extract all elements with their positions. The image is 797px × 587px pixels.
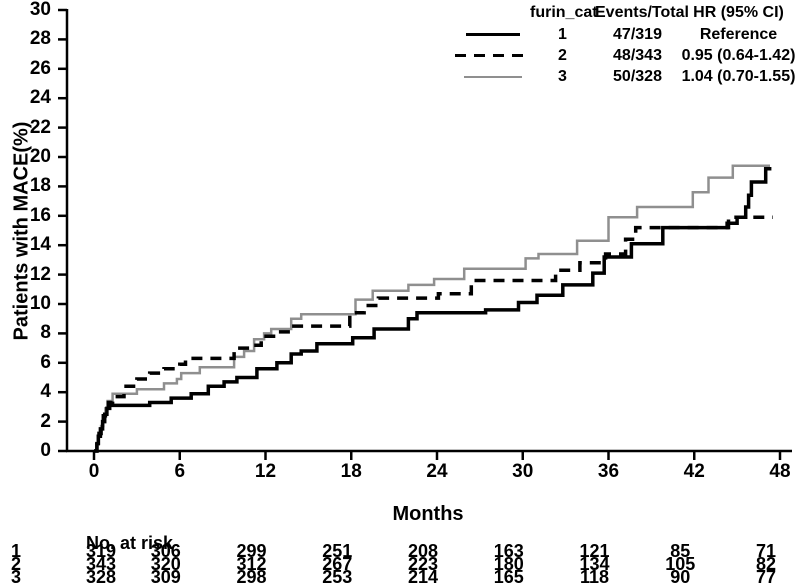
risk-count-value: 320 [150, 554, 181, 575]
risk-count-value: 165 [493, 567, 524, 587]
km-curve-furin_cat-2 [94, 215, 773, 453]
y-tick-label: 2 [40, 410, 51, 432]
risk-count-value: 328 [85, 567, 117, 587]
risk-count-value: 251 [322, 541, 353, 561]
risk-count-value: 299 [236, 541, 267, 561]
y-tick-label: 18 [29, 175, 51, 197]
risk-count-value: 312 [236, 554, 267, 575]
x-tick-label: 6 [174, 461, 186, 482]
legend-hr-value: Reference [699, 25, 778, 43]
legend-col-hr: HR (95% CI) [693, 4, 784, 21]
legend-hr-value: 0.95 (0.64-1.42) [681, 46, 796, 64]
km-curve-furin_cat-1 [94, 167, 772, 453]
risk-count-value: 208 [407, 541, 439, 561]
x-tick-label: 18 [340, 461, 362, 482]
x-tick-label: 12 [254, 461, 277, 482]
risk-count-value: 90 [670, 567, 691, 587]
legend-row-cat3: 3 50/328 1.04 (0.70-1.55) [455, 66, 797, 87]
km-curve-furin_cat-3 [94, 164, 770, 453]
y-tick-label: 6 [40, 351, 51, 373]
risk-count-value: 71 [755, 541, 777, 561]
risk-count-value: 309 [150, 567, 181, 587]
y-tick-label: 4 [40, 381, 51, 403]
risk-count-value: 223 [407, 554, 439, 575]
risk-count-value: 319 [85, 541, 117, 561]
y-tick-label: 26 [29, 57, 51, 79]
x-tick-label: 30 [512, 461, 534, 482]
x-tick-label: 36 [597, 461, 620, 482]
no-at-risk-header: No. at risk [86, 533, 174, 553]
risk-count-value: 253 [322, 567, 353, 587]
x-tick-label: 42 [683, 461, 705, 482]
risk-count-value: 163 [493, 541, 524, 561]
risk-row-label: 1 [10, 541, 21, 561]
risk-count-value: 267 [322, 554, 353, 575]
x-tick-label: 24 [426, 461, 448, 482]
risk-count-value: 134 [579, 554, 610, 575]
y-tick-label: 0 [40, 440, 51, 461]
y-tick-label: 22 [29, 116, 51, 138]
y-tick-label: 8 [40, 322, 51, 344]
risk-count-value: 121 [579, 541, 610, 561]
y-tick-label: 14 [29, 234, 51, 256]
y-tick-label: 24 [29, 87, 51, 109]
legend: furin_cat Events/Total HR (95% CI) 1 47/… [455, 2, 797, 87]
risk-count-value: 85 [670, 541, 691, 561]
legend-events-value: 50/328 [613, 67, 662, 85]
risk-count-value: 343 [85, 554, 117, 575]
legend-header-row: furin_cat Events/Total HR (95% CI) [455, 2, 797, 24]
legend-cat-value: 1 [558, 25, 567, 43]
risk-count-value: 105 [665, 554, 696, 575]
x-tick-label: 0 [88, 461, 100, 482]
risk-count-value: 298 [236, 567, 267, 587]
dashed-black-line-swatch [455, 54, 530, 57]
y-tick-label: 12 [29, 263, 51, 285]
x-axis-label: Months [392, 503, 464, 525]
legend-cat-value: 3 [558, 67, 567, 85]
y-tick-label: 16 [29, 204, 51, 226]
risk-count-value: 180 [493, 554, 524, 575]
legend-col-events-total: Events/Total [595, 4, 689, 21]
legend-hr-value: 1.04 (0.70-1.55) [681, 67, 796, 85]
y-tick-label: 20 [29, 146, 51, 167]
y-tick-label: 28 [29, 28, 51, 50]
solid-black-line-swatch [465, 33, 520, 36]
risk-count-value: 214 [407, 567, 439, 587]
legend-col-furin-cat: furin_cat [530, 4, 598, 21]
risk-count-value: 82 [755, 554, 777, 575]
risk-row-label: 3 [10, 567, 21, 587]
legend-row-cat2: 2 48/343 0.95 (0.64-1.42) [455, 45, 797, 66]
legend-events-value: 48/343 [613, 46, 662, 64]
x-tick-label: 48 [769, 461, 791, 482]
y-tick-label: 10 [29, 293, 51, 314]
legend-events-value: 47/319 [613, 25, 662, 43]
risk-count-value: 306 [150, 541, 181, 561]
risk-count-value: 77 [755, 567, 777, 587]
y-tick-label: 30 [29, 0, 51, 20]
solid-gray-line-swatch [463, 75, 522, 78]
risk-row-label: 2 [10, 554, 21, 575]
legend-row-cat1: 1 47/319 Reference [455, 24, 797, 45]
risk-count-value: 118 [579, 567, 610, 587]
legend-cat-value: 2 [558, 46, 567, 64]
